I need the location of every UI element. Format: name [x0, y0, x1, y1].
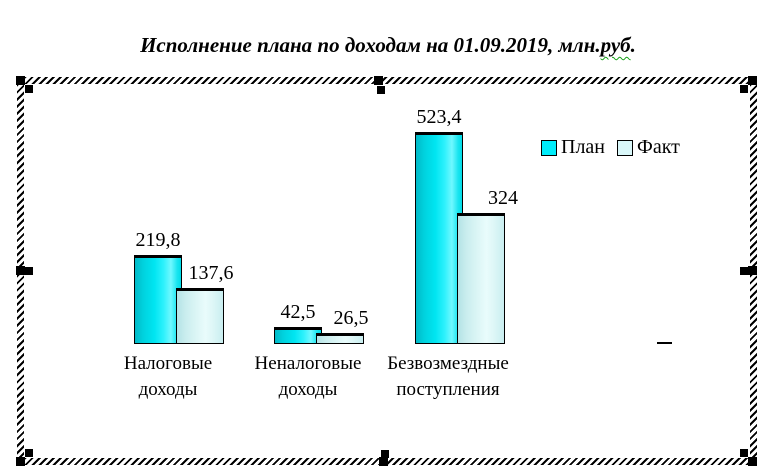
- bar-fact-2[interactable]: [457, 213, 505, 344]
- outer-resize-handle-bottom-center[interactable]: [379, 457, 388, 466]
- bar-fact-1[interactable]: [316, 333, 364, 344]
- inner-resize-handle-top-left[interactable]: [25, 85, 33, 93]
- inner-resize-handle-bottom-center[interactable]: [381, 450, 389, 458]
- data-label-fact-1: 26,5: [333, 307, 369, 329]
- inner-resize-handle-mid-left[interactable]: [25, 267, 33, 275]
- inner-resize-handle-top-center[interactable]: [377, 86, 385, 94]
- category-axis-fragment: [657, 342, 672, 344]
- legend-item-plan[interactable]: План: [541, 136, 605, 159]
- inner-resize-handle-top-right[interactable]: [740, 85, 748, 93]
- selection-border-top[interactable]: [17, 77, 757, 84]
- data-label-plan-2: 523,4: [416, 106, 462, 128]
- legend-key-fact-swatch[interactable]: [617, 139, 634, 156]
- inner-resize-handle-bottom-left[interactable]: [25, 449, 33, 457]
- inner-resize-handle-mid-right[interactable]: [740, 267, 748, 275]
- outer-resize-handle-mid-right[interactable]: [748, 266, 757, 275]
- document-title-text: Исполнение плана по доходам на 01.09.201…: [140, 33, 601, 57]
- outer-resize-handle-top-left[interactable]: [16, 76, 25, 85]
- inner-resize-handle-bottom-right[interactable]: [740, 449, 748, 457]
- legend-item-fact[interactable]: Факт: [617, 136, 680, 159]
- bar-plan-0[interactable]: [134, 255, 182, 344]
- data-label-plan-1: 42,5: [280, 301, 316, 323]
- outer-resize-handle-top-right[interactable]: [748, 76, 757, 85]
- legend-label-fact: Факт: [637, 136, 680, 158]
- outer-resize-handle-top-center[interactable]: [374, 76, 383, 85]
- category-label-1: Неналоговые доходы: [254, 353, 362, 400]
- data-label-fact-0: 137,6: [188, 262, 234, 284]
- outer-resize-handle-bottom-left[interactable]: [16, 457, 25, 466]
- outer-resize-handle-bottom-right[interactable]: [748, 457, 757, 466]
- spellcheck-underlined-word: руб: [600, 33, 631, 57]
- legend-key-plan-swatch[interactable]: [541, 139, 557, 156]
- category-label-2: Безвозмездные поступления: [387, 353, 509, 400]
- data-label-fact-2: 324: [488, 187, 518, 209]
- outer-resize-handle-mid-left[interactable]: [16, 266, 25, 275]
- data-label-plan-0: 219,8: [135, 229, 181, 251]
- document-title-period: .: [630, 33, 636, 57]
- legend[interactable]: План Факт: [541, 136, 680, 159]
- legend-label-plan: План: [561, 136, 606, 158]
- category-label-0: Налоговые доходы: [123, 353, 213, 400]
- bar-plan-2[interactable]: [415, 132, 463, 344]
- bar-plan-1[interactable]: [274, 327, 322, 344]
- bar-fact-0[interactable]: [176, 288, 224, 344]
- document-title: Исполнение плана по доходам на 01.09.201…: [0, 33, 776, 58]
